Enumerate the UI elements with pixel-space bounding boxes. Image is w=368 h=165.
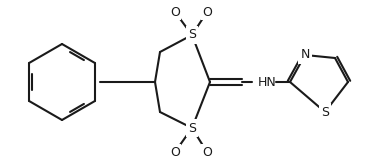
Text: O: O [202, 146, 212, 159]
Text: N: N [300, 49, 310, 62]
Text: HN: HN [258, 76, 277, 88]
Text: O: O [170, 146, 180, 159]
Text: S: S [188, 29, 196, 42]
Text: O: O [170, 5, 180, 18]
Text: O: O [202, 5, 212, 18]
Text: S: S [188, 121, 196, 134]
Text: S: S [321, 105, 329, 118]
